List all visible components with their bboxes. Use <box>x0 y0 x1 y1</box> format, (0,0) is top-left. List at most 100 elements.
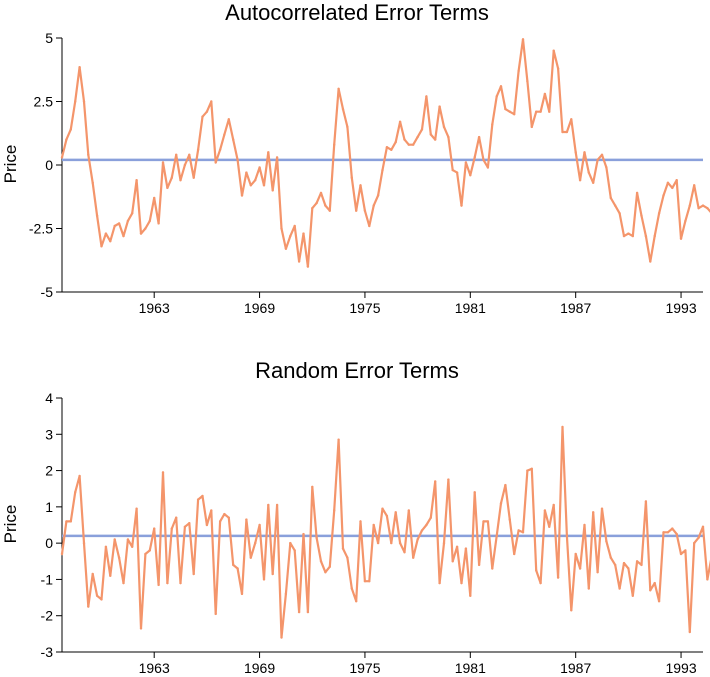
data-point <box>262 184 266 187</box>
data-point <box>521 38 525 41</box>
data-point <box>113 224 116 228</box>
data-point <box>666 531 670 534</box>
data-point <box>179 581 182 585</box>
data-point <box>170 527 173 530</box>
data-point <box>249 556 252 559</box>
data-point <box>254 541 257 545</box>
data-point <box>442 125 446 129</box>
data-point <box>363 209 367 212</box>
data-point <box>350 587 353 590</box>
data-point <box>618 587 621 590</box>
data-point <box>697 207 700 210</box>
data-point <box>675 532 678 536</box>
data-point <box>131 545 134 548</box>
data-point <box>561 130 564 134</box>
data-point <box>635 191 639 195</box>
data-point <box>82 100 86 103</box>
data-point <box>662 531 665 534</box>
data-point <box>482 520 485 523</box>
data-point <box>333 143 336 146</box>
data-point <box>381 507 384 510</box>
data-point <box>517 529 520 532</box>
data-point <box>574 552 577 556</box>
data-point <box>104 545 108 548</box>
x-tick-label: 1993 <box>665 300 696 316</box>
data-point <box>622 561 626 565</box>
data-point <box>657 600 661 603</box>
data-point <box>205 523 209 527</box>
x-tick-label: 1969 <box>244 300 275 316</box>
data-point <box>280 227 283 230</box>
y-tick-label: -1 <box>41 571 54 587</box>
data-point <box>359 520 362 523</box>
data-point <box>74 491 77 494</box>
series-line <box>60 425 710 639</box>
data-point <box>117 222 121 225</box>
data-point <box>74 100 77 103</box>
data-point <box>592 511 595 514</box>
data-point <box>223 133 226 136</box>
data-point <box>504 483 507 487</box>
data-point <box>451 560 454 563</box>
data-point <box>425 95 428 98</box>
data-point <box>232 138 235 141</box>
data-point <box>65 520 68 523</box>
data-point <box>649 260 652 263</box>
data-point <box>262 578 266 581</box>
data-point <box>175 516 178 519</box>
data-point <box>561 425 564 429</box>
data-point <box>315 536 318 539</box>
data-point <box>144 552 147 556</box>
data-point <box>131 212 134 215</box>
data-point <box>139 627 143 630</box>
data-point <box>166 186 169 190</box>
data-point <box>245 171 248 174</box>
data-point <box>627 567 630 570</box>
data-point <box>499 502 503 505</box>
data-point <box>477 563 481 567</box>
data-point <box>95 214 99 217</box>
data-point <box>91 572 94 576</box>
y-tick-label: 5 <box>45 30 53 46</box>
data-point <box>469 594 472 597</box>
data-point <box>346 125 349 129</box>
data-point <box>306 610 310 614</box>
x-tick-label: 1969 <box>244 660 275 676</box>
data-point <box>69 520 73 523</box>
data-point <box>517 69 520 73</box>
data-point <box>407 143 410 146</box>
data-point <box>671 527 674 530</box>
data-point <box>455 171 459 174</box>
data-point <box>267 503 270 507</box>
data-point <box>311 485 314 489</box>
data-point <box>69 128 73 131</box>
data-point <box>565 534 569 538</box>
data-point <box>539 581 542 585</box>
data-point <box>355 600 358 603</box>
data-point <box>232 563 235 567</box>
data-point <box>319 560 323 563</box>
data-point <box>139 232 143 235</box>
data-point <box>556 67 560 70</box>
data-point <box>183 525 187 528</box>
data-point <box>249 184 252 187</box>
data-point <box>297 610 301 614</box>
data-point <box>297 260 301 263</box>
data-point <box>552 49 555 52</box>
data-point <box>254 179 257 182</box>
data-point <box>117 556 121 559</box>
data-point <box>684 549 687 552</box>
data-point <box>267 151 270 154</box>
data-point <box>631 594 634 597</box>
data-point <box>434 138 437 141</box>
data-point <box>223 512 226 516</box>
data-point <box>175 153 178 156</box>
y-tick-label: -5 <box>41 284 54 300</box>
data-point <box>293 549 296 552</box>
data-point <box>403 138 406 141</box>
y-tick-label: 4 <box>45 390 53 406</box>
data-point <box>508 110 511 113</box>
data-point <box>693 541 696 545</box>
data-point <box>109 240 112 243</box>
data-point <box>201 115 204 118</box>
